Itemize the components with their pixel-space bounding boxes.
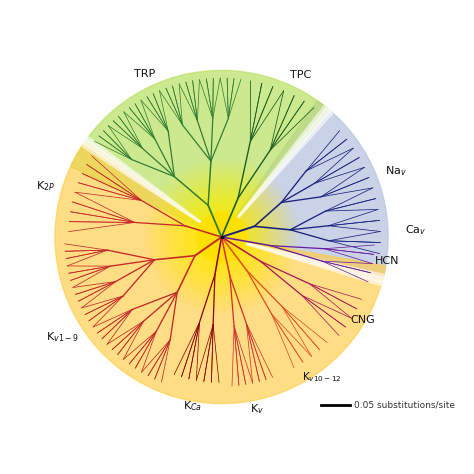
Text: HCN: HCN [375, 256, 400, 266]
Wedge shape [83, 139, 221, 237]
Circle shape [205, 220, 238, 254]
Text: K$_v$: K$_v$ [250, 402, 264, 416]
Circle shape [212, 228, 231, 246]
Text: Ca$_v$: Ca$_v$ [405, 224, 427, 237]
Circle shape [159, 174, 284, 300]
Circle shape [198, 213, 245, 261]
Text: CNG: CNG [350, 315, 375, 325]
Wedge shape [221, 108, 331, 237]
Wedge shape [71, 71, 328, 237]
Circle shape [163, 178, 281, 296]
Circle shape [148, 164, 295, 310]
Circle shape [209, 224, 235, 250]
Circle shape [145, 160, 298, 314]
Text: K$_{Ca}$: K$_{Ca}$ [183, 399, 202, 413]
Text: TRP: TRP [134, 69, 155, 79]
Text: Na$_v$: Na$_v$ [385, 164, 407, 178]
Wedge shape [221, 237, 384, 286]
Text: 0.05 substitutions/site: 0.05 substitutions/site [354, 401, 455, 410]
Circle shape [155, 171, 288, 303]
Wedge shape [55, 141, 386, 403]
Circle shape [191, 206, 252, 268]
Text: K$_{v1-9}$: K$_{v1-9}$ [46, 330, 79, 344]
Circle shape [180, 196, 263, 278]
Circle shape [170, 185, 273, 289]
Wedge shape [221, 106, 333, 237]
Circle shape [201, 217, 242, 257]
Circle shape [197, 212, 246, 262]
Circle shape [187, 203, 256, 271]
Circle shape [166, 182, 277, 292]
Wedge shape [221, 100, 388, 280]
Wedge shape [221, 237, 383, 283]
Text: TPC: TPC [291, 70, 311, 80]
Circle shape [184, 199, 259, 275]
Wedge shape [82, 137, 221, 237]
Circle shape [177, 192, 266, 282]
Circle shape [173, 189, 270, 285]
Text: K$_{2P}$: K$_{2P}$ [36, 179, 55, 193]
Circle shape [194, 210, 249, 264]
Text: K$_{v10-12}$: K$_{v10-12}$ [302, 370, 342, 384]
Circle shape [152, 167, 291, 307]
